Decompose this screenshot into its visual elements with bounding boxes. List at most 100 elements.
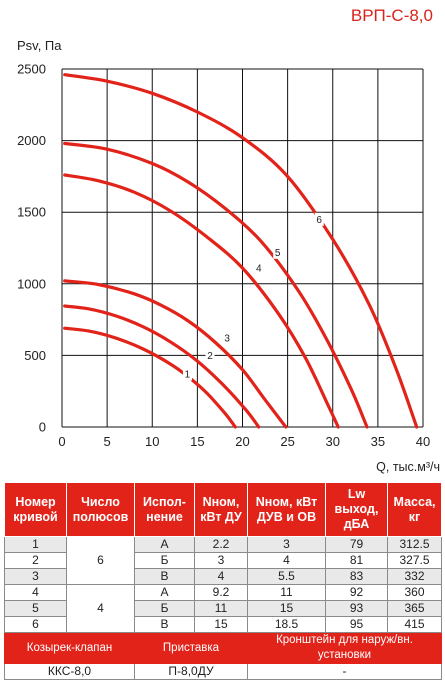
- cell-poles: 6: [66, 536, 135, 585]
- cell-power-duv: 18.5: [247, 616, 326, 633]
- model-title: ВРП-С-8,0: [350, 6, 433, 25]
- x-tick-label: 30: [326, 434, 340, 449]
- cell-power-du: 11: [194, 600, 248, 617]
- x-tick-label: 40: [416, 434, 430, 449]
- accessories-value-row: ККС-8,0 П-8,0ДУ -: [4, 663, 442, 680]
- curve-label-5: 5: [275, 248, 281, 259]
- curve-label-4: 4: [256, 264, 262, 275]
- y-tick-label: 500: [24, 348, 46, 363]
- header-power-duv-ov: Nном, кВт ДУВ и ОВ: [247, 482, 326, 537]
- curve-label-background: [182, 367, 192, 381]
- cell-power-du: 9.2: [194, 584, 248, 601]
- accessory-header-bracket: Кронштейн для наруж/вн. установки: [247, 632, 442, 664]
- y-tick-label: 2500: [17, 62, 46, 77]
- performance-curve-6: [63, 73, 419, 429]
- chart-curves: [63, 73, 419, 429]
- x-axis-label: Q, тыс.м³/ч: [376, 460, 440, 474]
- cell-curve: 2: [4, 552, 67, 569]
- table-row: 1 6 А 2.2 3 79 312.5: [4, 536, 442, 585]
- performance-curve-4: [63, 173, 340, 429]
- cell-curve: 3: [4, 568, 67, 585]
- cell-power-du: 15: [194, 616, 248, 633]
- accessory-value-bracket: -: [247, 663, 442, 680]
- cell-lw: 93: [325, 600, 388, 617]
- accessory-header-damper: Козырек-клапан: [4, 632, 135, 664]
- cell-lw: 92: [325, 584, 388, 601]
- table-header-row: Номер кривой Число полюсов Испол-нение N…: [4, 482, 442, 537]
- cell-mass: 312.5: [387, 536, 442, 553]
- header-mass: Масса, кг: [387, 482, 442, 537]
- y-axis-label: Psv, Па: [17, 38, 62, 53]
- table-row: 6 В 15 18.5 95 415: [4, 616, 442, 633]
- curve-label-background: [222, 331, 232, 345]
- x-tick-label: 15: [190, 434, 204, 449]
- header-version: Испол-нение: [134, 482, 195, 537]
- cell-mass: 365: [387, 600, 442, 617]
- cell-power-duv: 11: [247, 584, 326, 601]
- y-tick-label: 1500: [17, 205, 46, 220]
- accessory-value-adapter: П-8,0ДУ: [134, 663, 248, 680]
- specification-table: Номер кривой Число полюсов Испол-нение N…: [4, 482, 442, 680]
- x-tick-label: 35: [371, 434, 385, 449]
- accessory-header-adapter: Приставка: [134, 632, 248, 664]
- cell-power-duv: 15: [247, 600, 326, 617]
- curve-label-3: 3: [224, 334, 230, 345]
- accessory-value-damper: ККС-8,0: [4, 663, 135, 680]
- curve-label-background: [314, 212, 324, 226]
- x-tick-label: 20: [235, 434, 249, 449]
- cell-lw: 81: [325, 552, 388, 569]
- curve-label-background: [205, 348, 215, 362]
- curve-label-6: 6: [316, 215, 322, 226]
- y-tick-label: 2000: [17, 133, 46, 148]
- cell-version: А: [134, 536, 195, 553]
- cell-power-duv: 3: [247, 536, 326, 553]
- cell-power-duv: 5.5: [247, 568, 326, 585]
- header-power-du: Nном, кВт ДУ: [194, 482, 248, 537]
- table-row: 5 Б 11 15 93 365: [4, 600, 442, 617]
- cell-mass: 360: [387, 584, 442, 601]
- cell-mass: 327.5: [387, 552, 442, 569]
- performance-curve-5: [63, 141, 369, 429]
- cell-lw: 95: [325, 616, 388, 633]
- x-tick-label: 25: [280, 434, 294, 449]
- cell-version: А: [134, 584, 195, 601]
- table-row: 4 4 А 9.2 11 92 360: [4, 584, 442, 633]
- cell-curve: 6: [4, 616, 67, 633]
- x-tick-label: 0: [58, 434, 65, 449]
- x-tick-label: 10: [145, 434, 159, 449]
- cell-power-du: 4: [194, 568, 248, 585]
- accessories-header-row: Козырек-клапан Приставка Кронштейн для н…: [4, 632, 442, 664]
- performance-curve-2: [63, 304, 261, 429]
- header-poles: Число полюсов: [66, 482, 135, 537]
- curve-label-2: 2: [207, 351, 213, 362]
- cell-mass: 415: [387, 616, 442, 633]
- header-curve-number: Номер кривой: [4, 482, 67, 537]
- cell-power-du: 2.2: [194, 536, 248, 553]
- cell-lw: 83: [325, 568, 388, 585]
- performance-curve-1: [63, 326, 237, 429]
- cell-curve: 1: [4, 536, 67, 553]
- performance-curve-3: [63, 279, 288, 429]
- cell-lw: 79: [325, 536, 388, 553]
- x-tick-label: 5: [104, 434, 111, 449]
- table-row: 2 Б 3 4 81 327.5: [4, 552, 442, 569]
- cell-mass: 332: [387, 568, 442, 585]
- cell-power-du: 3: [194, 552, 248, 569]
- header-sound-level: Lw выход, дБА: [325, 482, 388, 537]
- cell-version: Б: [134, 552, 195, 569]
- cell-power-duv: 4: [247, 552, 326, 569]
- y-tick-label: 1000: [17, 276, 46, 291]
- table-row: 3 В 4 5.5 83 332: [4, 568, 442, 585]
- curve-label-background: [254, 261, 264, 275]
- curve-label-background: [273, 245, 283, 259]
- y-tick-label: 0: [39, 420, 46, 435]
- cell-curve: 4: [4, 584, 67, 601]
- cell-version: Б: [134, 600, 195, 617]
- cell-version: В: [134, 568, 195, 585]
- cell-poles: 4: [66, 584, 135, 633]
- cell-version: В: [134, 616, 195, 633]
- curve-label-1: 1: [185, 370, 191, 381]
